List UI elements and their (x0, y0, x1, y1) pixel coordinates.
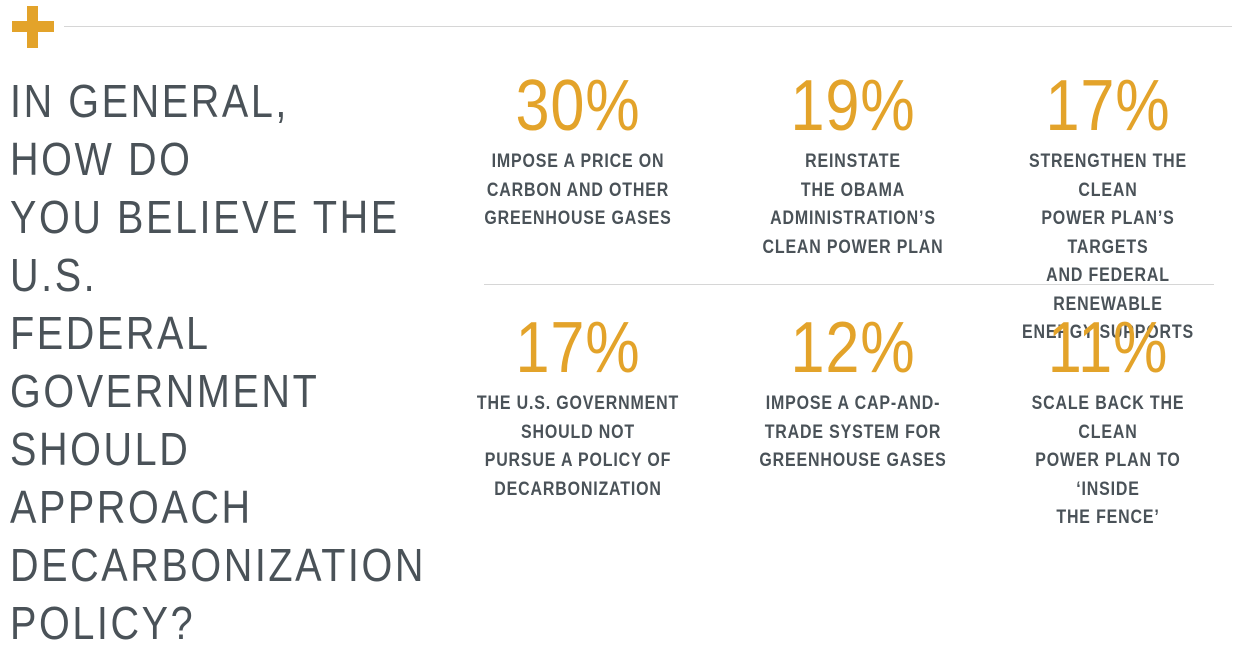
stat-item: 11% Scale back the clean power plan to ‘… (983, 312, 1233, 533)
stat-percentage: 11% (1047, 308, 1169, 388)
top-divider (64, 26, 1232, 27)
stat-item: 12% Impose a cap-and- trade system for g… (728, 312, 978, 476)
stat-label: Impose a cap-and- trade system for green… (759, 393, 947, 471)
survey-question: In general, how do you believe the U.S. … (10, 75, 427, 649)
stat-label: Reinstate the Obama Administration’s Cle… (762, 151, 944, 258)
stat-label: Impose a price on carbon and other green… (484, 151, 672, 229)
stat-percentage: 17% (1045, 66, 1171, 146)
plus-icon-vertical-bar (27, 6, 38, 48)
plus-icon (12, 6, 54, 48)
middle-divider (484, 284, 1214, 285)
stat-label: Scale back the clean power plan to ‘insi… (1031, 393, 1185, 528)
stat-label: The U.S. government should not pursue a … (476, 393, 680, 500)
stat-label: Strengthen the Clean Power Plan’s target… (1022, 151, 1194, 343)
stat-item: 19% Reinstate the Obama Administration’s… (728, 70, 978, 262)
stat-item: 17% Strengthen the Clean Power Plan’s ta… (983, 70, 1233, 348)
stat-percentage: 17% (515, 308, 641, 388)
stat-item: 30% Impose a price on carbon and other g… (453, 70, 703, 234)
stat-percentage: 30% (515, 66, 641, 146)
stat-item: 17% The U.S. government should not pursu… (453, 312, 703, 504)
stat-percentage: 19% (790, 66, 916, 146)
stat-percentage: 12% (790, 308, 916, 388)
